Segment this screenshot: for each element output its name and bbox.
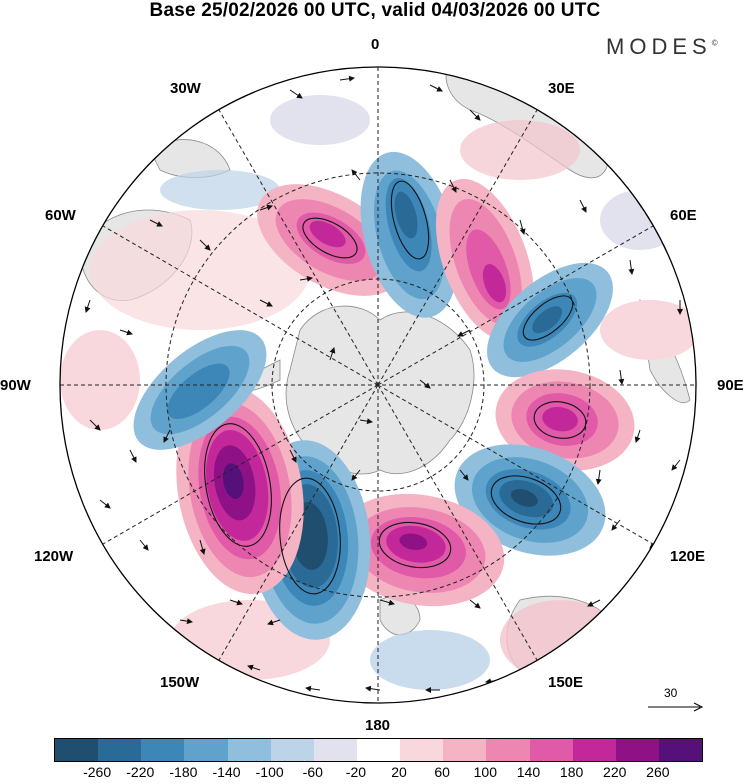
colorbar-segment [529,739,573,761]
colorbar-segment [443,739,487,761]
colorbar-segment [615,739,659,761]
colorbar-tick-label: 140 [516,764,541,780]
label-90w: 90W [0,377,31,394]
reference-vector-label: 30 [664,686,678,700]
colorbar-tick-label: -220 [126,764,155,780]
colorbar-segment [55,739,99,761]
map-title: Base 25/02/2026 00 UTC, valid 04/03/2026… [149,0,601,21]
label-150e: 150E [548,674,584,691]
colorbar-segment [313,739,357,761]
colorbar-segment [658,739,703,761]
colorbar-tick-label: -180 [169,764,198,780]
modes-logo: MODES© [606,34,718,59]
label-150w: 150W [160,674,200,691]
colorbar-segment [270,739,314,761]
label-60e: 60E [670,207,697,224]
colorbar-tick-label: 60 [434,764,450,780]
label-180: 180 [365,717,391,734]
colorbar-tick-label: -140 [212,764,241,780]
colorbar-segment [486,739,530,761]
colorbar-tick-label: -60 [302,764,323,780]
colorbar-tick-label: 180 [559,764,584,780]
colorbar-segment [98,739,142,761]
label-30w: 30W [170,80,201,97]
colorbar-labels: -260 -220 -180 -140 -100 -60 -20 20 60 100 140 180 2… [0,764,750,784]
colorbar-segment [184,739,228,761]
colorbar-tick-label: 260 [646,764,670,780]
colorbar-tick-label: -260 [83,764,112,780]
colorbar-tick-label: 100 [473,764,498,780]
colorbar [54,738,703,762]
graticule [60,67,696,703]
colorbar-tick-label: 220 [603,764,627,780]
label-120e: 120E [670,548,706,565]
colorbar-segment [400,739,444,761]
colorbar-tick-label: 20 [391,764,407,780]
contours [204,180,587,595]
colorbar-segment [356,739,401,761]
label-120w: 120W [34,548,74,565]
label-30e: 30E [548,80,575,97]
label-60w: 60W [45,207,76,224]
colorbar-segment [227,739,271,761]
colorbar-segment [141,739,185,761]
colorbar-tick-label: -100 [255,764,284,780]
label-0: 0 [371,36,380,53]
reference-vector: 30 [646,686,706,716]
colorbar-segment [572,739,616,761]
colorbar-tick-label: -20 [345,764,367,780]
label-90e: 90E [717,377,744,394]
